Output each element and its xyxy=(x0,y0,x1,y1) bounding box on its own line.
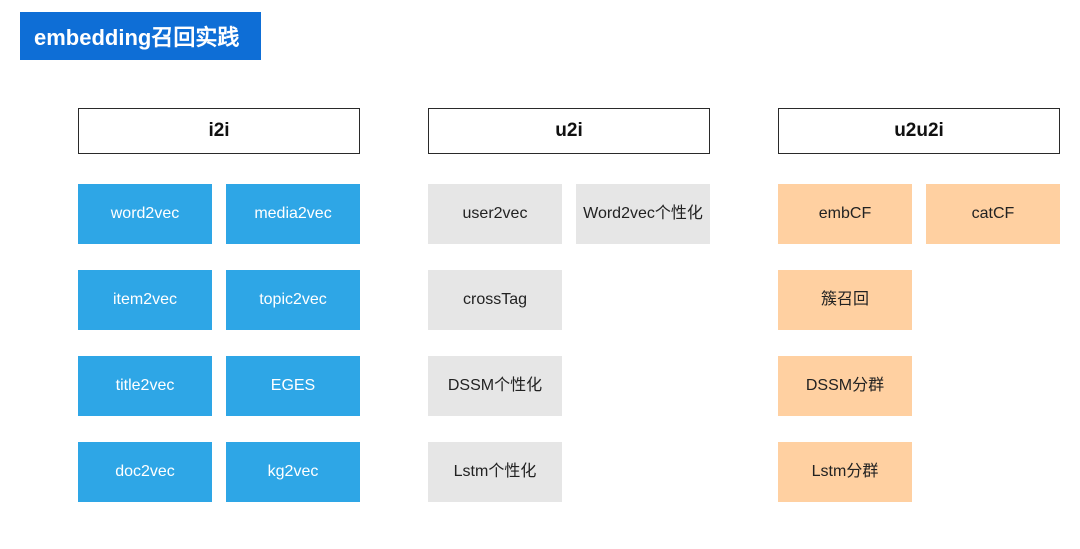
method-box: EGES xyxy=(226,356,360,416)
page-title-text: embedding召回实践 xyxy=(34,25,239,50)
column-header: i2i xyxy=(78,108,360,154)
method-box: title2vec xyxy=(78,356,212,416)
method-box: word2vec xyxy=(78,184,212,244)
method-box: user2vec xyxy=(428,184,562,244)
method-box: Lstm个性化 xyxy=(428,442,562,502)
method-box: item2vec xyxy=(78,270,212,330)
column-header: u2u2i xyxy=(778,108,1060,154)
method-box: DSSM分群 xyxy=(778,356,912,416)
column-header: u2i xyxy=(428,108,710,154)
method-box: Lstm分群 xyxy=(778,442,912,502)
page-title-banner: embedding召回实践 xyxy=(20,12,261,60)
column-u2i: u2i user2vecWord2vec个性化crossTag DSSM个性化 Lst… xyxy=(428,108,710,502)
method-box: DSSM个性化 xyxy=(428,356,562,416)
method-box: crossTag xyxy=(428,270,562,330)
columns-container: i2i word2vecmedia2vecitem2vectopic2vectit… xyxy=(78,108,1060,502)
column-grid: word2vecmedia2vecitem2vectopic2vectitle2… xyxy=(78,184,360,502)
column-u2u2i: u2u2i embCFcatCF簇召回 DSSM分群 Lstm分群 xyxy=(778,108,1060,502)
column-grid: embCFcatCF簇召回 DSSM分群 Lstm分群 xyxy=(778,184,1060,502)
method-box: Word2vec个性化 xyxy=(576,184,710,244)
method-box: embCF xyxy=(778,184,912,244)
method-box: catCF xyxy=(926,184,1060,244)
method-box: kg2vec xyxy=(226,442,360,502)
method-box: media2vec xyxy=(226,184,360,244)
method-box: doc2vec xyxy=(78,442,212,502)
column-i2i: i2i word2vecmedia2vecitem2vectopic2vectit… xyxy=(78,108,360,502)
column-grid: user2vecWord2vec个性化crossTag DSSM个性化 Lstm个性… xyxy=(428,184,710,502)
method-box: 簇召回 xyxy=(778,270,912,330)
method-box: topic2vec xyxy=(226,270,360,330)
